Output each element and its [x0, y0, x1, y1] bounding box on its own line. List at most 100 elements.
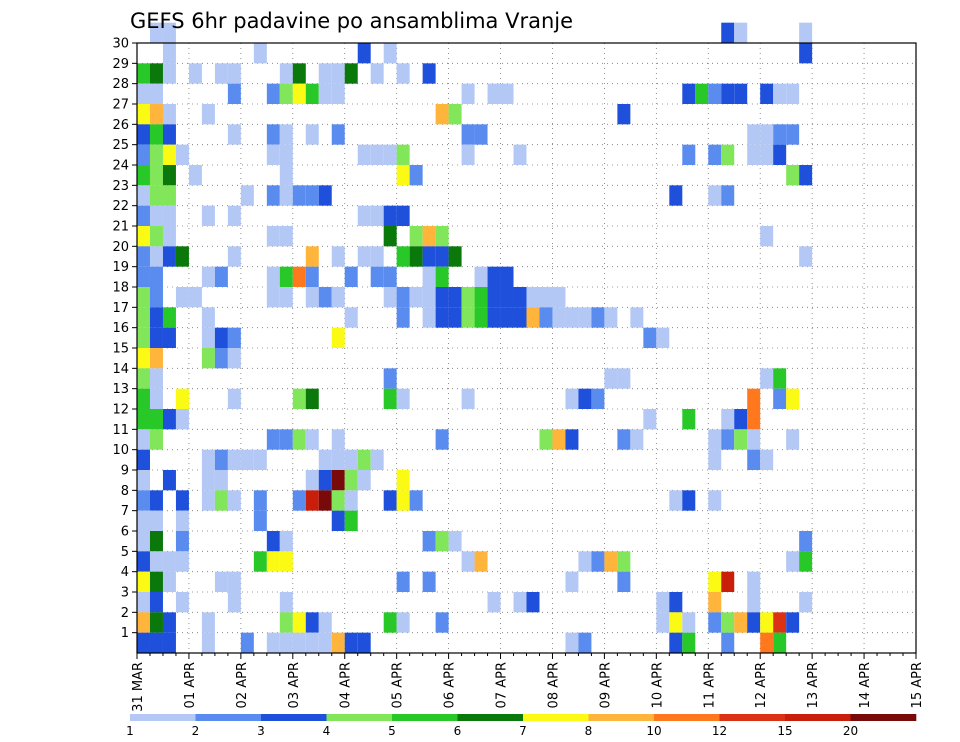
heatmap-cell	[422, 571, 436, 592]
colorbar-swatch	[130, 714, 196, 721]
heatmap-cell	[435, 307, 449, 328]
heatmap-cell	[383, 205, 397, 226]
heatmap-cell	[682, 632, 696, 653]
x-tick-label: 02 APR	[235, 662, 250, 708]
colorbar-label: 6	[454, 724, 462, 738]
heatmap-cell	[331, 83, 345, 104]
heatmap-cell	[149, 266, 163, 287]
heatmap-cell	[422, 226, 436, 247]
heatmap-cell	[396, 144, 410, 165]
heatmap-cell	[513, 287, 527, 308]
heatmap-cell	[214, 266, 228, 287]
heatmap-cell	[682, 490, 696, 511]
heatmap-cell	[461, 144, 475, 165]
heatmap-cell	[279, 83, 293, 104]
heatmap-cell	[201, 470, 215, 491]
heatmap-cell	[162, 104, 176, 125]
heatmap-cell	[409, 246, 423, 267]
heatmap-cell	[149, 388, 163, 409]
heatmap-cell	[500, 83, 514, 104]
heatmap-cell	[747, 388, 761, 409]
heatmap-cell	[786, 551, 800, 572]
heatmap-cell	[721, 409, 735, 430]
heatmap-cell	[279, 165, 293, 186]
heatmap-cell	[487, 266, 501, 287]
heatmap-cell	[137, 266, 150, 287]
heatmap-cell	[708, 449, 722, 470]
heatmap-cell	[162, 63, 176, 84]
heatmap-cell	[591, 388, 605, 409]
heatmap-cell	[149, 124, 163, 145]
heatmap-cell	[318, 287, 332, 308]
heatmap-cell	[357, 470, 371, 491]
heatmap-cell	[188, 165, 202, 186]
heatmap-cell	[708, 571, 722, 592]
heatmap-cell	[292, 63, 306, 84]
heatmap-cell	[370, 449, 384, 470]
heatmap-cell	[357, 246, 371, 267]
heatmap-cell	[357, 632, 371, 653]
heatmap-cell	[773, 368, 787, 389]
heatmap-cell	[227, 490, 241, 511]
heatmap-cell	[461, 83, 475, 104]
heatmap-cell	[383, 226, 397, 247]
heatmap-cell	[799, 246, 813, 267]
heatmap-cell	[137, 226, 150, 247]
heatmap-cell	[461, 124, 475, 145]
heatmap-cell	[149, 63, 163, 84]
heatmap-cell	[747, 612, 761, 633]
heatmap-cell	[773, 612, 787, 633]
heatmap-cell	[279, 287, 293, 308]
heatmap-cell	[383, 266, 397, 287]
heatmap-cell	[137, 449, 150, 470]
heatmap-cell	[305, 83, 319, 104]
heatmap-cell	[422, 307, 436, 328]
heatmap-cell	[578, 307, 592, 328]
colorbar-label: 8	[585, 724, 593, 738]
heatmap-cell	[721, 429, 735, 450]
heatmap-cell	[474, 287, 488, 308]
heatmap-cell	[162, 43, 176, 64]
heatmap-cell	[149, 571, 163, 592]
heatmap-cell	[578, 388, 592, 409]
heatmap-cell	[137, 490, 150, 511]
heatmap-cell	[409, 490, 423, 511]
heatmap-cell	[682, 83, 696, 104]
y-tick-label: 2	[121, 606, 129, 621]
heatmap-cell	[422, 266, 436, 287]
heatmap-cell	[318, 470, 332, 491]
heatmap-cell	[487, 83, 501, 104]
heatmap-cell	[149, 287, 163, 308]
heatmap-cell	[331, 327, 345, 348]
heatmap-cell	[137, 185, 150, 206]
colorbar: 1 2 3 4 5 6 7 8 10 12 15 20	[126, 714, 917, 738]
heatmap-cell	[305, 246, 319, 267]
heatmap-cell	[201, 104, 215, 125]
heatmap-cell	[409, 165, 423, 186]
heatmap-cell	[279, 551, 293, 572]
heatmap-cell	[149, 348, 163, 369]
heatmap-cell	[669, 632, 683, 653]
y-tick-label: 23	[112, 179, 129, 194]
heatmap-cell	[162, 165, 176, 186]
heatmap-cell	[305, 470, 319, 491]
colorbar-label: 1	[126, 724, 134, 738]
heatmap-cell	[383, 368, 397, 389]
heatmap-cell	[175, 510, 189, 531]
x-tick-label: 31 MAR	[131, 662, 146, 712]
colorbar-label: 10	[646, 724, 661, 738]
heatmap-cell	[149, 246, 163, 267]
heatmap-cell	[292, 83, 306, 104]
heatmap-cell	[162, 205, 176, 226]
heatmap-cell	[331, 124, 345, 145]
heatmap-cell	[383, 490, 397, 511]
heatmap-cell	[149, 226, 163, 247]
heatmap-cell	[137, 592, 150, 613]
heatmap-cell	[240, 632, 254, 653]
heatmap-cell	[773, 632, 787, 653]
heatmap-cell	[591, 551, 605, 572]
heatmap-cell	[253, 43, 267, 64]
heatmap-cell	[137, 612, 150, 633]
heatmap-cell	[305, 429, 319, 450]
heatmap-cell	[149, 531, 163, 552]
